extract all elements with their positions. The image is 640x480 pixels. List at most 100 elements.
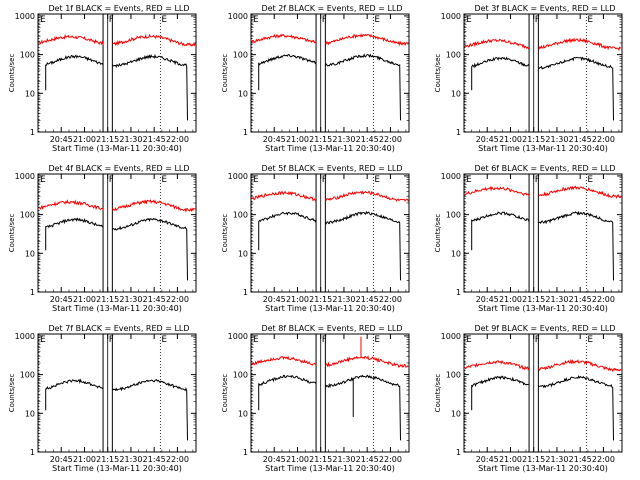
x-tick-label: 21:00	[73, 295, 96, 304]
x-axis-label: Start Time (13-Mar-11 20:30:40)	[52, 304, 182, 313]
y-tick-label: 1	[30, 128, 35, 137]
x-tick-label: 20:45	[50, 135, 73, 144]
plot-frame	[463, 333, 623, 453]
y-tick-label: 1000	[441, 12, 461, 21]
lld-series-line	[464, 359, 530, 371]
x-tick-label: 21:30	[332, 455, 355, 464]
marker-label: F	[535, 175, 540, 185]
x-axis-label: Start Time (13-Mar-11 20:30:40)	[265, 144, 395, 153]
x-tick-label: 20:45	[476, 295, 499, 304]
marker-label: E	[466, 15, 472, 25]
x-tick-label: 21:15	[522, 135, 545, 144]
x-tick-label: 21:30	[332, 295, 355, 304]
x-tick-label: 21:00	[286, 295, 309, 304]
x-tick-label: 21:45	[569, 295, 592, 304]
events-series-line	[45, 378, 104, 411]
marker-label: E	[161, 15, 167, 25]
marker-label: F	[109, 175, 114, 185]
x-tick-label: 21:00	[286, 455, 309, 464]
y-axis-label: Counts/sec	[221, 214, 229, 253]
y-tick-label: 100	[233, 51, 248, 60]
x-tick-label: 20:45	[50, 295, 73, 304]
events-series-line	[538, 56, 614, 121]
lld-series-line	[324, 355, 409, 368]
x-tick-label: 22:00	[166, 295, 189, 304]
x-tick-label: 21:30	[545, 135, 568, 144]
x-tick-label: 21:00	[73, 455, 96, 464]
plot-frame	[37, 333, 197, 453]
y-axis-label: Counts/sec	[8, 374, 16, 413]
y-tick-label: 1	[456, 128, 461, 137]
lld-series-line	[251, 33, 317, 44]
marker-label: E	[587, 335, 593, 345]
y-tick-label: 10	[25, 89, 35, 98]
lld-series-line	[251, 355, 317, 366]
x-tick-label: 21:30	[545, 295, 568, 304]
y-tick-label: 1	[30, 288, 35, 297]
y-tick-label: 1000	[15, 332, 35, 341]
chart-title: Det 2f BLACK = Events, RED = LLD	[261, 4, 402, 13]
plot-frame	[37, 173, 197, 293]
x-axis-label: Start Time (13-Mar-11 20:30:40)	[265, 464, 395, 473]
x-tick-label: 20:45	[476, 135, 499, 144]
lld-series-line	[324, 33, 409, 47]
chart-title: Det 8f BLACK = Events, RED = LLD	[261, 324, 402, 333]
marker-label: E	[40, 175, 46, 185]
x-tick-label: 22:00	[592, 135, 615, 144]
y-tick-label: 1	[243, 288, 248, 297]
chart-title: Det 1f BLACK = Events, RED = LLD	[48, 4, 189, 13]
marker-label: E	[374, 335, 380, 345]
chart-title: Det 5f BLACK = Events, RED = LLD	[261, 164, 402, 173]
y-tick-label: 100	[20, 51, 35, 60]
x-tick-label: 21:30	[545, 455, 568, 464]
marker-label: E	[587, 175, 593, 185]
chart-panel: Det 1f BLACK = Events, RED = LLD 1 10 100 10…	[8, 4, 197, 153]
y-axis-label: Counts/sec	[8, 214, 16, 253]
plot-frame	[37, 13, 197, 133]
x-tick-label: 22:00	[166, 135, 189, 144]
x-tick-label: 21:15	[96, 295, 119, 304]
chart-panel: Det 8f BLACK = Events, RED = LLD 1 10 100 10…	[221, 324, 410, 473]
x-tick-label: 21:30	[332, 135, 355, 144]
events-series-line	[324, 210, 401, 281]
plot-frame	[463, 13, 623, 133]
marker-label: E	[253, 15, 259, 25]
x-tick-label: 20:45	[263, 135, 286, 144]
x-tick-label: 21:30	[119, 135, 142, 144]
marker-label: E	[466, 175, 472, 185]
y-tick-label: 1000	[15, 172, 35, 181]
y-tick-label: 1000	[228, 12, 248, 21]
chart-panel: Det 2f BLACK = Events, RED = LLD 1 10 100 10…	[221, 4, 410, 153]
y-tick-label: 1000	[441, 332, 461, 341]
x-tick-label: 21:15	[96, 455, 119, 464]
x-axis-label: Start Time (13-Mar-11 20:30:40)	[265, 304, 395, 313]
chart-panel: Det 7f BLACK = Events, RED = LLD 1 10 100 10…	[8, 324, 197, 473]
y-tick-label: 10	[451, 249, 461, 258]
marker-label: E	[40, 15, 46, 25]
x-tick-label: 21:45	[569, 135, 592, 144]
x-tick-label: 22:00	[379, 455, 402, 464]
x-tick-label: 21:15	[96, 135, 119, 144]
x-tick-label: 20:45	[263, 295, 286, 304]
y-tick-label: 1	[456, 288, 461, 297]
y-tick-label: 1	[456, 448, 461, 457]
marker-label: E	[587, 15, 593, 25]
x-tick-label: 22:00	[379, 295, 402, 304]
events-series-line	[471, 375, 530, 411]
y-tick-label: 100	[20, 211, 35, 220]
y-tick-label: 10	[238, 249, 248, 258]
x-tick-label: 20:45	[263, 455, 286, 464]
events-series-line	[471, 211, 530, 251]
plot-frame	[463, 173, 623, 293]
x-axis-label: Start Time (13-Mar-11 20:30:40)	[478, 464, 608, 473]
y-tick-label: 100	[20, 371, 35, 380]
lld-series-line	[325, 190, 409, 202]
y-axis-label: Counts/sec	[8, 54, 16, 93]
x-tick-label: 21:45	[356, 295, 379, 304]
y-tick-label: 10	[238, 89, 248, 98]
y-tick-label: 1	[243, 448, 248, 457]
lld-series-line	[464, 185, 530, 197]
y-tick-label: 1000	[15, 12, 35, 21]
x-tick-label: 21:15	[522, 455, 545, 464]
